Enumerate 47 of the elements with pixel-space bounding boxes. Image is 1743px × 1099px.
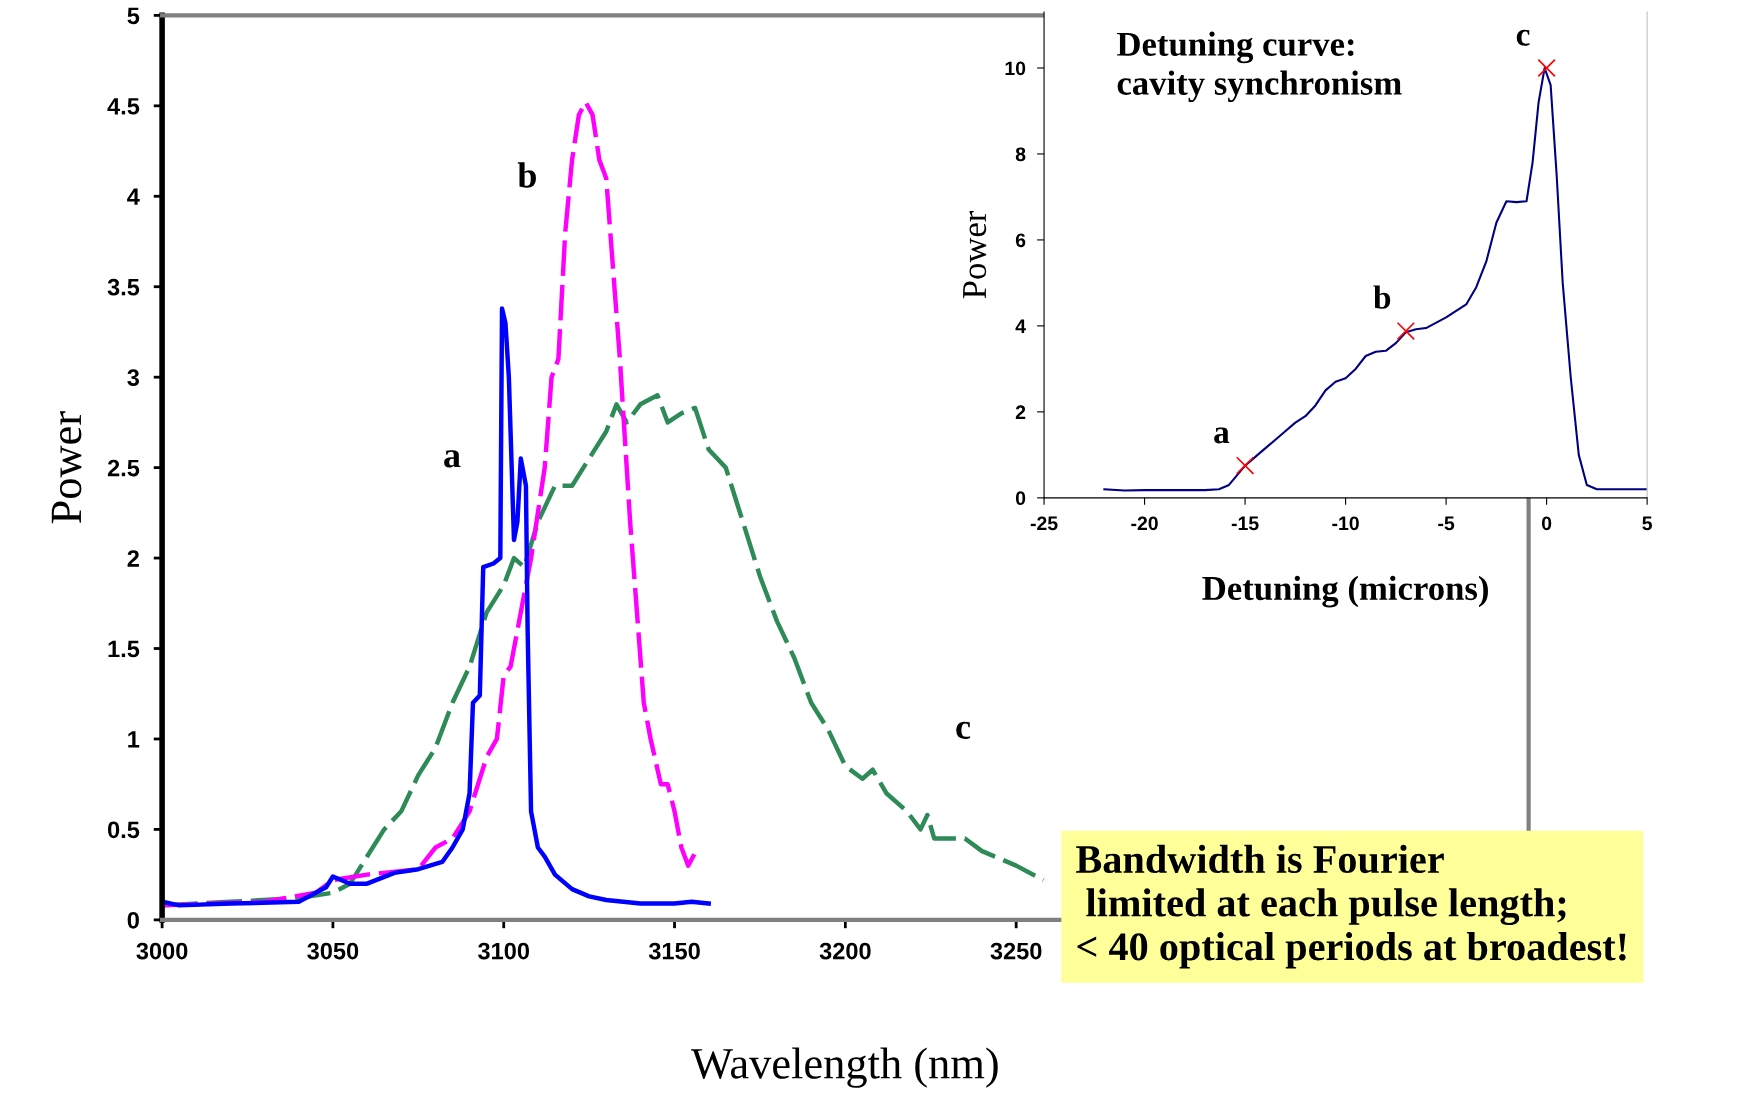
data-label: c [1516, 29, 1530, 46]
x-axis-title: Detuning (microns) [1202, 575, 1488, 608]
y-tick-label: 8 [1015, 147, 1026, 162]
series-label: b [517, 162, 536, 188]
line-series [162, 306, 711, 908]
data-label: b [1373, 285, 1391, 309]
y-tick-label: 10 [1005, 61, 1026, 76]
y-tick-label: 4 [1015, 319, 1026, 333]
x-tick-label: 3150 [648, 942, 700, 960]
y-tick-label: 6 [1015, 233, 1026, 248]
y-tick-label: 0 [1015, 491, 1026, 506]
text: c [956, 721, 971, 740]
x-tick-label: 3100 [478, 942, 530, 960]
x-tick-label: 3000 [136, 942, 188, 960]
x-tick-label: -15 [1231, 516, 1259, 531]
series-label: a [444, 450, 461, 468]
x-tick-label: 3200 [819, 942, 871, 960]
x-tick-label: 5 [1642, 516, 1652, 531]
y-tick-label: 0 [127, 911, 139, 929]
point [1537, 58, 1556, 78]
y-tick-label: 3.5 [107, 278, 140, 296]
y-tick-label: 0.5 [107, 821, 140, 839]
y-tick-label: 2.5 [107, 459, 140, 477]
point [1235, 456, 1255, 475]
y-tick-label: 3 [127, 369, 140, 386]
x-tick-label: -20 [1131, 516, 1158, 531]
y-tick-label: 4 [127, 188, 140, 205]
x-tick-label: -5 [1438, 516, 1455, 531]
x-tick-label: 3050 [307, 942, 359, 960]
text: Detuning curve: cavity synchronism [1117, 31, 1402, 103]
y-axis-title: Power [51, 411, 82, 524]
y-tick-label: 2 [127, 550, 139, 567]
line-series [1103, 66, 1648, 492]
x-tick-label: 0 [1541, 516, 1552, 531]
y-tick-label: 1.5 [108, 640, 140, 658]
x-tick-label: -25 [1030, 516, 1058, 531]
annotation: Bandwidth is Fourier limited at each pulse length; < 40 optical periods at broadest! [1076, 844, 1626, 969]
y-tick-label: 4.5 [107, 98, 140, 115]
data-label: a [1214, 427, 1230, 444]
y-axis-title: Power [963, 210, 987, 299]
x-tick-label: -10 [1332, 516, 1359, 531]
x-tick-label: 3250 [990, 942, 1042, 960]
y-tick-label: 1 [128, 731, 140, 748]
y-tick-label: 5 [127, 7, 140, 25]
point [1396, 321, 1416, 341]
x-axis-title: Wavelength (nm) [691, 1047, 998, 1088]
y-tick-label: 2 [1015, 405, 1026, 419]
